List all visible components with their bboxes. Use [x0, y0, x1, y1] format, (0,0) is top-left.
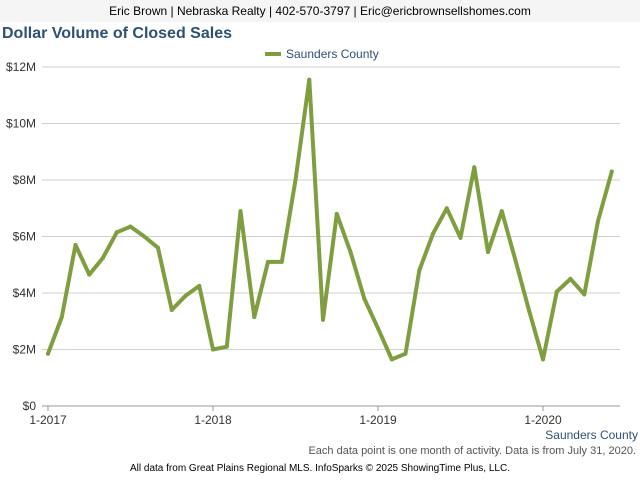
agent-contact-header: Eric Brown | Nebraska Realty | 402-570-3… [0, 0, 640, 22]
legend[interactable]: Saunders County [265, 47, 379, 61]
data-point [348, 250, 353, 255]
y-tick-label: $6M [13, 230, 36, 244]
data-point [376, 326, 380, 331]
chart-title: Dollar Volume of Closed Sales [2, 25, 232, 42]
x-axis: 1-2017 1-2018 1-2019 1-2020 [29, 406, 562, 427]
data-point [252, 315, 257, 320]
data-point [224, 344, 229, 349]
x-tick-label: 1-2019 [359, 413, 397, 427]
data-point [499, 209, 504, 214]
y-tick-label: $12M [6, 60, 36, 74]
series-line [46, 77, 614, 362]
data-point [431, 231, 435, 236]
data-point [486, 250, 490, 255]
data-point [321, 317, 325, 322]
y-tick-label: $4M [13, 286, 36, 300]
data-point [128, 224, 133, 229]
data-source: All data from Great Plains Regional MLS.… [130, 463, 510, 474]
y-tick-label: $2M [13, 343, 36, 357]
data-point [101, 255, 105, 260]
x-tick-label: 1-2018 [194, 413, 232, 427]
x-tick-label: 1-2017 [29, 413, 67, 427]
y-tick-label: $8M [13, 173, 36, 187]
data-point [238, 209, 243, 214]
agent-contact-text: Eric Brown | Nebraska Realty | 402-570-3… [109, 4, 531, 18]
data-point [389, 357, 394, 362]
data-point [114, 230, 119, 235]
data-point [197, 283, 202, 288]
y-axis: $0 $2M $4M $6M $8M $10M $12M [6, 60, 36, 413]
data-point [609, 169, 614, 174]
data-point [59, 315, 64, 320]
data-footnote: Each data point is one month of activity… [308, 445, 636, 457]
data-point [403, 351, 408, 356]
data-point [513, 258, 518, 263]
data-point [307, 77, 312, 82]
data-point [417, 268, 422, 273]
data-point [169, 307, 174, 312]
data-point [596, 218, 600, 223]
data-point [582, 292, 587, 297]
data-point [293, 178, 298, 182]
data-point [472, 165, 477, 170]
data-point [362, 296, 367, 301]
data-point [279, 259, 284, 264]
data-point [73, 242, 78, 247]
data-point [183, 293, 188, 298]
y-tick-label: $10M [6, 117, 36, 131]
data-point [87, 272, 92, 277]
data-point [568, 276, 573, 281]
data-point [46, 351, 50, 356]
data-point [458, 235, 463, 240]
data-point [554, 289, 559, 294]
y-tick-label: $0 [23, 399, 37, 413]
data-point [444, 206, 449, 211]
data-point [142, 234, 147, 239]
data-point [211, 347, 215, 352]
legend-label: Saunders County [286, 47, 379, 61]
data-point [156, 245, 160, 250]
x-tick-label: 1-2020 [524, 413, 562, 427]
data-point [541, 357, 545, 362]
data-point [334, 211, 339, 216]
data-point [527, 309, 532, 314]
series [46, 77, 614, 362]
gridlines [42, 66, 620, 407]
data-point [266, 259, 270, 264]
corner-region-label: Saunders County [545, 428, 638, 442]
